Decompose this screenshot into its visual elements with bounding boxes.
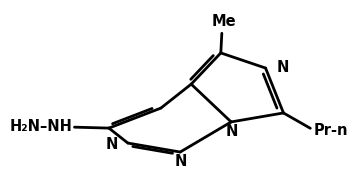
Text: N: N: [226, 124, 238, 139]
Text: Pr-n: Pr-n: [314, 123, 348, 138]
Text: N: N: [105, 137, 118, 152]
Text: H₂N–NH: H₂N–NH: [10, 119, 73, 134]
Text: Me: Me: [211, 14, 236, 29]
Text: N: N: [175, 154, 187, 168]
Text: N: N: [277, 60, 289, 75]
